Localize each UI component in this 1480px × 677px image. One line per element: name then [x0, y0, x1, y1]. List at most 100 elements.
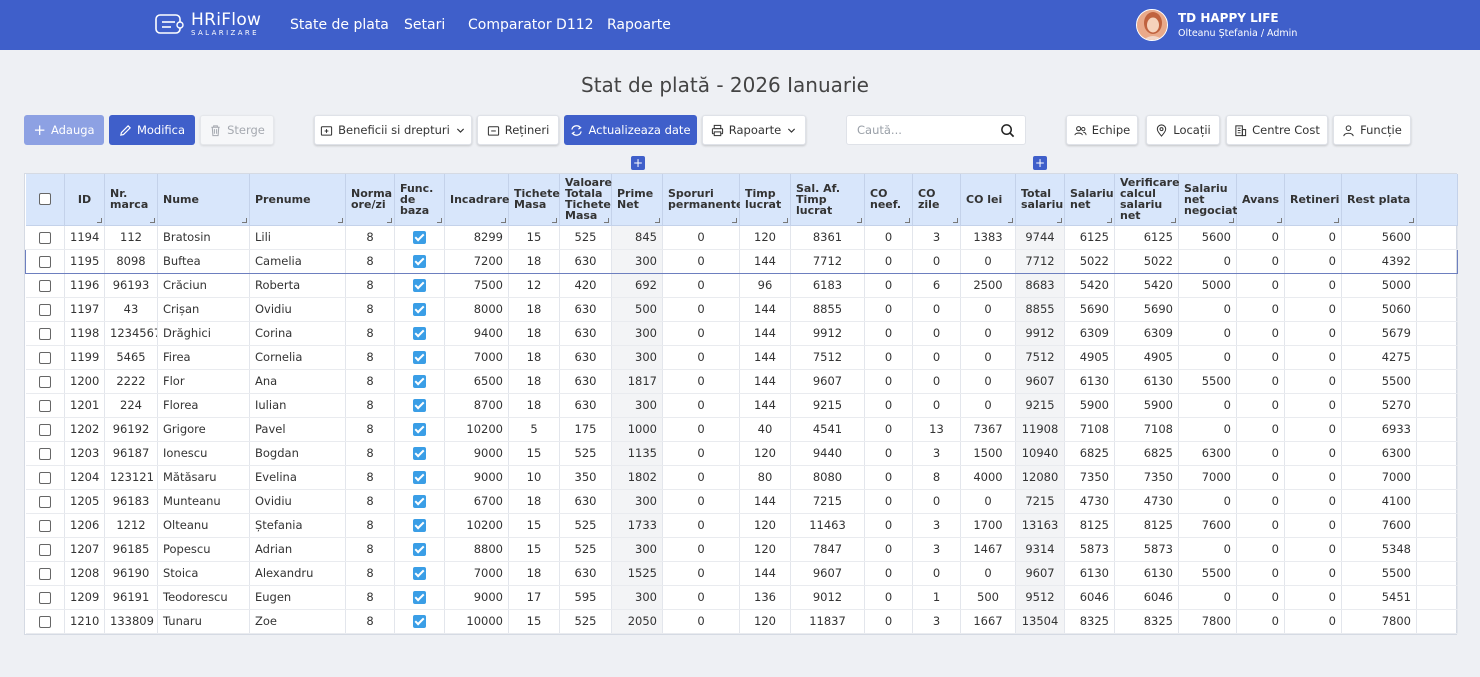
row-checkbox[interactable] [38, 375, 51, 388]
locations-filter-button[interactable]: Locații [1146, 115, 1220, 145]
row-checkbox[interactable] [38, 615, 51, 628]
column-header[interactable]: Salariu net negociat [1178, 174, 1238, 226]
search-input[interactable] [857, 123, 997, 137]
row-checkbox[interactable] [38, 447, 51, 460]
table-row[interactable]: 1198 1234567 Drăghici Corina 8 9400 18 630 300 0 1… [25, 321, 1458, 346]
refresh-data-button[interactable]: Actualizeaza date [564, 115, 697, 145]
column-header[interactable]: Timp lucrat [739, 174, 791, 226]
column-resize-handle[interactable] [655, 217, 660, 223]
row-checkbox[interactable] [38, 543, 51, 556]
column-resize-handle[interactable] [1229, 217, 1234, 223]
table-row[interactable]: 1202 96192 Grigore Pavel 8 10200 5 175 1000 0 40 45… [25, 417, 1458, 442]
column-header[interactable]: Sporuri permanente [662, 174, 744, 226]
row-checkbox[interactable] [38, 495, 51, 508]
base-function-checkbox[interactable] [413, 495, 426, 508]
row-checkbox[interactable] [38, 471, 51, 484]
column-header[interactable]: Prime Net [611, 174, 663, 226]
row-checkbox[interactable] [38, 399, 51, 412]
base-function-checkbox[interactable] [413, 279, 426, 292]
row-checkbox[interactable] [38, 519, 51, 532]
function-filter-button[interactable]: Funcție [1333, 115, 1411, 145]
row-checkbox[interactable] [38, 303, 51, 316]
column-resize-handle[interactable] [150, 217, 155, 223]
base-function-checkbox[interactable] [413, 471, 426, 484]
column-resize-handle[interactable] [97, 217, 102, 223]
expand-salary-columns-button[interactable]: + [1033, 156, 1047, 170]
table-row[interactable]: 1208 96190 Stoica Alexandru 8 7000 18 630 1525 0 1… [25, 561, 1458, 586]
column-header[interactable]: Func. de baza [394, 174, 445, 226]
column-header[interactable]: Tichete Masa [508, 174, 560, 226]
column-resize-handle[interactable] [1277, 217, 1282, 223]
base-function-checkbox[interactable] [413, 351, 426, 364]
row-checkbox[interactable] [38, 567, 51, 580]
nav-setari[interactable]: Setari [404, 17, 446, 33]
column-resize-handle[interactable] [242, 217, 247, 223]
base-function-checkbox[interactable] [413, 543, 426, 556]
row-checkbox[interactable] [38, 351, 51, 364]
column-header[interactable]: Avans [1236, 174, 1285, 226]
base-function-checkbox[interactable] [413, 615, 426, 628]
base-function-checkbox[interactable] [413, 423, 426, 436]
search-icon[interactable] [1000, 123, 1015, 138]
nav-rapoarte[interactable]: Rapoarte [607, 17, 671, 33]
row-checkbox[interactable] [38, 591, 51, 604]
column-header[interactable]: Valoare Totala Tichete Masa [559, 174, 612, 226]
column-header[interactable]: Nume [157, 174, 250, 226]
base-function-checkbox[interactable] [413, 447, 426, 460]
column-resize-handle[interactable] [338, 217, 343, 223]
deductions-button[interactable]: Rețineri [477, 115, 559, 145]
user-avatar[interactable] [1136, 9, 1168, 41]
base-function-checkbox[interactable] [413, 591, 426, 604]
column-header[interactable]: Nr. marca [104, 174, 158, 226]
column-header[interactable]: Total salariu [1015, 174, 1065, 226]
column-resize-handle[interactable] [953, 217, 958, 223]
column-resize-handle[interactable] [437, 217, 442, 223]
column-resize-handle[interactable] [905, 217, 910, 223]
reports-dropdown[interactable]: Rapoarte [702, 115, 806, 145]
table-row[interactable]: 1195 8098 Buftea Camelia 8 7200 18 630 300 0 144 77… [25, 248, 1458, 274]
column-resize-handle[interactable] [604, 217, 609, 223]
column-resize-handle[interactable] [783, 217, 788, 223]
base-function-checkbox[interactable] [413, 519, 426, 532]
row-checkbox[interactable] [38, 231, 51, 244]
base-function-checkbox[interactable] [413, 303, 426, 316]
base-function-checkbox[interactable] [413, 567, 426, 580]
column-header[interactable]: Prenume [249, 174, 346, 226]
base-function-checkbox[interactable] [413, 231, 426, 244]
column-resize-handle[interactable] [1107, 217, 1112, 223]
nav-comparator-d112[interactable]: Comparator D112 [468, 17, 594, 33]
row-checkbox[interactable] [38, 423, 51, 436]
column-header[interactable]: Salariu net [1064, 174, 1115, 226]
column-resize-handle[interactable] [1409, 217, 1414, 223]
column-header[interactable]: Norma ore/zi [345, 174, 395, 226]
table-row[interactable]: 1209 96191 Teodorescu Eugen 8 9000 17 595 300 0 13… [25, 585, 1458, 610]
edit-button[interactable]: Modifica [109, 115, 195, 145]
nav-state-de-plata[interactable]: State de plata [290, 17, 389, 33]
table-row[interactable]: 1205 96183 Munteanu Ovidiu 8 6700 18 630 300 0 144… [25, 489, 1458, 514]
column-resize-handle[interactable] [1008, 217, 1013, 223]
table-row[interactable]: 1203 96187 Ionescu Bogdan 8 9000 15 525 1135 0 120… [25, 441, 1458, 466]
base-function-checkbox[interactable] [413, 375, 426, 388]
column-header[interactable]: Sal. Af. Timp lucrat [790, 174, 865, 226]
column-resize-handle[interactable] [1334, 217, 1339, 223]
table-row[interactable]: 1196 96193 Crăciun Roberta 8 7500 12 420 692 0 96 6… [25, 273, 1458, 298]
column-header[interactable]: Verificare calcul salariu net [1114, 174, 1180, 226]
table-row[interactable]: 1201 224 Florea Iulian 8 8700 18 630 300 0 144 9215… [25, 393, 1458, 418]
teams-filter-button[interactable]: Echipe [1066, 115, 1138, 145]
table-row[interactable]: 1199 5465 Firea Cornelia 8 7000 18 630 300 0 144 75… [25, 345, 1458, 370]
table-row[interactable]: 1210 133809 Tunaru Zoe 8 10000 15 525 2050 0 120 11… [25, 609, 1458, 634]
user-name[interactable]: Olteanu Ștefania / Admin [1178, 28, 1298, 39]
table-row[interactable]: 1197 43 Crișan Ovidiu 8 8000 18 630 500 0 144 8855 0… [25, 297, 1458, 322]
base-function-checkbox[interactable] [413, 399, 426, 412]
delete-button[interactable]: Sterge [200, 115, 274, 145]
base-function-checkbox[interactable] [413, 327, 426, 340]
column-header[interactable]: ID [64, 174, 105, 226]
column-header[interactable]: CO neef. [864, 174, 913, 226]
column-resize-handle[interactable] [1057, 217, 1062, 223]
column-resize-handle[interactable] [501, 217, 506, 223]
column-resize-handle[interactable] [732, 217, 737, 223]
table-row[interactable]: 1206 1212 Olteanu Ștefania 8 10200 15 525 1733 0 1… [25, 513, 1458, 538]
column-resize-handle[interactable] [857, 217, 862, 223]
expand-prime-columns-button[interactable]: + [631, 156, 645, 170]
table-row[interactable]: 1200 2222 Flor Ana 8 6500 18 630 1817 0 144 9607 0 0 0… [25, 369, 1458, 394]
